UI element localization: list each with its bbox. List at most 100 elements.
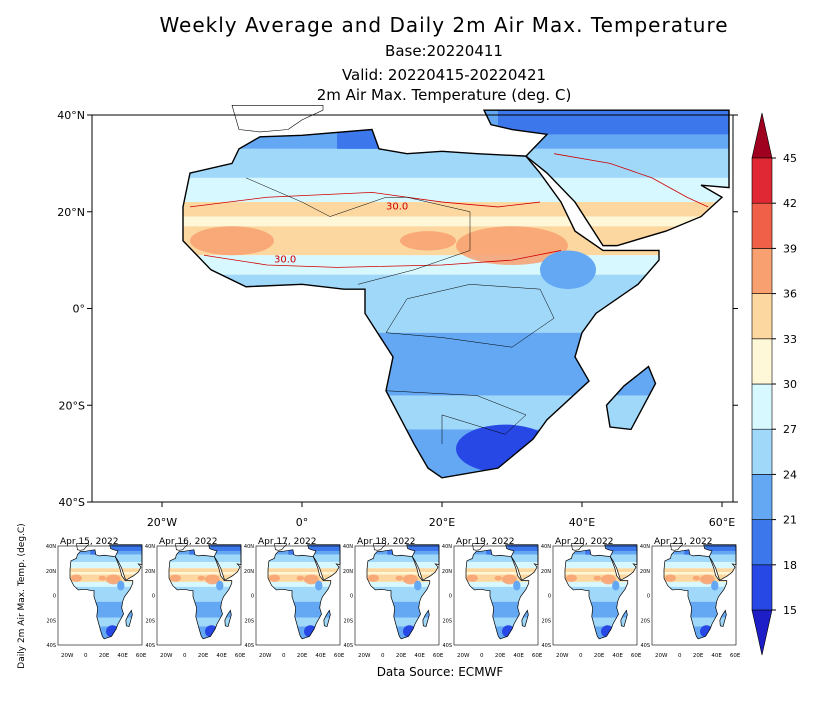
cool-patch [315,580,323,591]
coastline [465,549,530,640]
colorbar: 15 18 21 24 27 30 33 36 39 42 45 [751,112,797,656]
colorbar-label: 18 [783,559,797,572]
panel-lat-label: 0 [647,594,650,600]
colorbar-label: 33 [783,333,797,346]
panel-lon-label: 40E [711,653,722,659]
panel-lon-label: 20E [396,653,407,659]
daily-panel: Apr 15, 2022 40N 20N 0 20S 40S 20W 0 20E 40E 60E [46,537,147,659]
cool-patch [414,580,422,591]
daily-panel: Apr 20, 2022 40N 20N 0 20S 40S 20W 0 20E 40E 60E [541,537,642,659]
hot-spot [692,575,700,581]
cool-patch [210,544,241,551]
field-band [183,255,729,275]
colorbar-segment [751,383,773,430]
panel-lat-label: 20S [145,618,155,624]
panel-lon-label: 0 [381,653,385,659]
hot-spot [400,231,456,251]
cool-patch [189,548,204,555]
panel-lon-label: 20E [495,653,506,659]
field-band [466,601,538,618]
field-band [466,581,538,587]
panel-date: Apr 18, 2022 [357,537,416,547]
panel-date: Apr 15, 2022 [60,537,119,547]
hot-spot [664,574,676,582]
field-band [565,562,637,569]
cool-patch [612,580,620,591]
panel-lon-label: 40E [117,653,128,659]
cool-patch [513,580,521,591]
panel-lon-label: 0 [480,653,484,659]
daily-panel: Apr 18, 2022 40N 20N 0 20S 40S 20W 0 20E 40E 60E [343,537,444,659]
field-band [466,571,538,575]
panel-lon-label: 20E [99,653,110,659]
contour-label: 30.0 [274,255,296,266]
coastline [109,544,143,580]
panel-frame [57,545,143,646]
field-band [169,617,241,627]
cool-patch [585,548,600,555]
panel-lon-label: 60E [136,653,147,659]
contour [553,153,709,208]
field-band [565,554,637,563]
colorbar-label: 24 [783,468,797,481]
hot-spot [403,574,418,585]
panel-lat-label: 0 [449,594,452,600]
lon-label: 40°E [569,516,595,529]
border [245,177,471,285]
cool-patch [111,544,142,551]
field-band [367,574,439,582]
field-band [70,581,142,587]
panel-date: Apr 16, 2022 [159,537,218,547]
panel-lon-label: 20W [160,653,173,659]
panel-lon-label: 60E [433,653,444,659]
cool-patch [216,580,224,591]
panel-lat-label: 40S [343,643,353,649]
cool-patch [507,544,538,551]
colorbar-segment [751,157,773,204]
field-band [268,617,340,627]
field-band [664,581,736,587]
border [385,390,527,444]
colorbar-segment [751,293,773,340]
cool-patch [387,548,402,555]
panel-lat-label: 40N [145,544,155,550]
coastline [168,549,233,640]
hot-spot [197,575,205,581]
hot-spot [296,575,304,581]
contour [203,250,562,268]
panel-lon-label: 60E [532,653,543,659]
panel-lat-label: 0 [251,594,254,600]
field-band [268,568,340,572]
colorbar-segment [751,202,773,249]
cool-patch [456,424,554,473]
panel-lon-label: 0 [579,653,583,659]
panel-lat-label: 40N [442,544,452,550]
coastline [267,549,332,640]
field-band [367,581,439,587]
coastline [182,128,660,479]
panel-lat-label: 20N [244,569,254,575]
panel-lat-label: 20N [46,569,56,575]
panel-lat-label: 20S [442,618,452,624]
panel-lat-label: 40N [640,544,650,550]
panel-lon-label: 20E [594,653,605,659]
lon-label: 20°W [147,516,177,529]
panel-lon-label: 20W [457,653,470,659]
field-band [367,554,439,563]
coastline [422,609,430,627]
daily-ylabel: Daily 2m Air Max. Temp. (deg.C) [17,523,27,668]
panel-frame [552,545,638,646]
panel-lat-label: 40S [46,643,56,649]
colorbar-high [751,112,773,159]
colorbar-segment [751,248,773,294]
colorbar-label: 45 [783,152,797,165]
coastline [604,544,638,580]
field-band [565,601,637,618]
contour-label: 30.0 [386,201,408,212]
panel-lon-label: 60E [235,653,246,659]
panel-date: Apr 19, 2022 [456,537,515,547]
panel-lat-label: 20S [343,618,353,624]
europe [472,543,485,551]
coastline [505,544,539,580]
colorbar-segment [751,474,773,520]
